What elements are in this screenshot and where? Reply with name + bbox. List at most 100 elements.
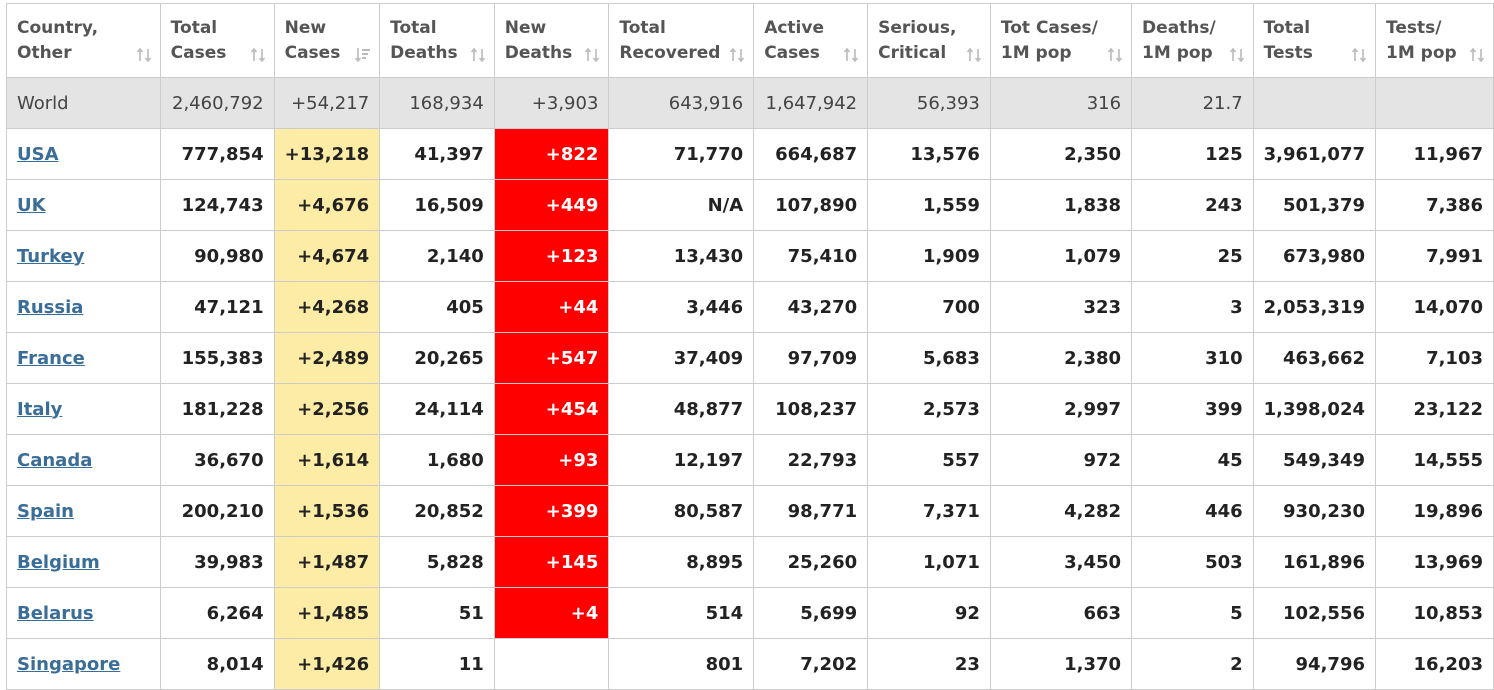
table-cell: 501,379 [1252,179,1377,231]
world-total-row: World 2,460,792 +54,217 168,934 +3,903 643,91… [6,77,1494,129]
table-cell: 463,662 [1252,332,1377,384]
table-cell: 25 [1131,230,1254,282]
column-header[interactable]: New Cases [273,3,381,78]
table-header-row: Country, Other Total Cases New Cases Total … [6,3,1494,78]
country-link[interactable]: Singapore [17,653,121,675]
table-cell: 43,270 [753,281,869,333]
table-cell: 316 [989,77,1133,129]
column-header[interactable]: Deaths/ 1M pop [1131,3,1254,78]
table-cell: 7,371 [867,485,991,537]
column-header[interactable]: Serious, Critical [867,3,991,78]
sort-both-icon[interactable] [729,47,745,63]
country-cell: Belgium [6,536,161,588]
column-header[interactable]: Country, Other [6,3,161,78]
country-link[interactable]: Canada [17,449,93,471]
table-cell: +13,218 [273,128,381,180]
table-cell: 45 [1131,434,1254,486]
table-cell: 549,349 [1252,434,1377,486]
table-cell: 11 [379,638,495,690]
table-cell: 1,647,942 [753,77,869,129]
covid-cases-table: Country, Other Total Cases New Cases Total … [6,3,1494,690]
country-link[interactable]: UK [17,194,46,216]
table-cell: 2,053,319 [1252,281,1377,333]
table-row: Belarus 6,264 +1,485 51 +4 514 5,699 92 663 5 102,… [6,587,1494,639]
table-cell: +1,487 [273,536,381,588]
table-cell: 41,397 [379,128,495,180]
column-header[interactable]: Total Recovered [608,3,755,78]
table-cell: 25,260 [753,536,869,588]
table-cell: 16,203 [1375,638,1494,690]
sort-both-icon[interactable] [250,47,266,63]
column-header-label: Total Cases [170,17,227,63]
column-header[interactable]: Tot Cases/ 1M pop [989,3,1133,78]
column-header-label: New Cases [284,17,341,63]
table-cell: +4,268 [273,281,381,333]
column-header[interactable]: Total Tests [1252,3,1377,78]
country-cell: Italy [6,383,161,435]
country-link[interactable]: Belarus [17,602,94,624]
table-cell: 930,230 [1252,485,1377,537]
table-cell: 514 [608,587,755,639]
country-link[interactable]: USA [17,143,59,165]
table-cell: 75,410 [753,230,869,282]
table-cell: 14,555 [1375,434,1494,486]
table-cell: +44 [493,281,610,333]
column-header[interactable]: Total Cases [159,3,275,78]
sort-both-icon[interactable] [1469,47,1485,63]
sort-both-icon[interactable] [966,47,982,63]
sort-both-icon[interactable] [1351,47,1367,63]
table-cell: 503 [1131,536,1254,588]
column-header[interactable]: New Deaths [493,3,610,78]
table-cell: +2,489 [273,332,381,384]
table-cell: 1,838 [989,179,1133,231]
table-cell: 2,997 [989,383,1133,435]
table-cell: 12,197 [608,434,755,486]
table-cell: 108,237 [753,383,869,435]
country-cell: Spain [6,485,161,537]
country-cell: Turkey [6,230,161,282]
sort-both-icon[interactable] [136,47,152,63]
table-cell: 8,014 [159,638,275,690]
column-header[interactable]: Active Cases [753,3,869,78]
sort-both-icon[interactable] [584,47,600,63]
table-cell: 161,896 [1252,536,1377,588]
table-cell [1375,77,1494,129]
table-row: Belgium 39,983 +1,487 5,828 +145 8,895 25,260 1… [6,536,1494,588]
table-cell: 7,103 [1375,332,1494,384]
table-cell [493,638,610,690]
table-cell: 20,265 [379,332,495,384]
table-row: USA 777,854 +13,218 41,397 +822 71,770 664,687… [6,128,1494,180]
column-header-label: Deaths/ 1M pop [1142,17,1216,63]
table-cell: 3 [1131,281,1254,333]
table-cell: 51 [379,587,495,639]
table-cell: 90,980 [159,230,275,282]
table-cell: 14,070 [1375,281,1494,333]
table-cell: 1,559 [867,179,991,231]
sort-both-icon[interactable] [1229,47,1245,63]
country-link[interactable]: Russia [17,296,84,318]
sort-both-icon[interactable] [1107,47,1123,63]
column-header[interactable]: Tests/ 1M pop [1375,3,1494,78]
table-cell: +822 [493,128,610,180]
column-header[interactable]: Total Deaths [379,3,495,78]
country-link[interactable]: France [17,347,85,369]
column-header-label: Total Deaths [390,17,458,63]
table-cell: 664,687 [753,128,869,180]
table-cell: 399 [1131,383,1254,435]
table-cell: 13,430 [608,230,755,282]
country-link[interactable]: Italy [17,398,63,420]
sort-both-icon[interactable] [843,47,859,63]
table-cell: 7,991 [1375,230,1494,282]
table-cell: 972 [989,434,1133,486]
country-link[interactable]: Spain [17,500,74,522]
table-cell: 663 [989,587,1133,639]
country-link[interactable]: Belgium [17,551,100,573]
sort-both-icon[interactable] [470,47,486,63]
country-cell: Belarus [6,587,161,639]
table-cell: 3,446 [608,281,755,333]
table-cell: 3,961,077 [1252,128,1377,180]
table-cell: +1,426 [273,638,381,690]
table-cell: 673,980 [1252,230,1377,282]
country-link[interactable]: Turkey [17,245,85,267]
sort-desc-icon[interactable] [355,47,371,63]
